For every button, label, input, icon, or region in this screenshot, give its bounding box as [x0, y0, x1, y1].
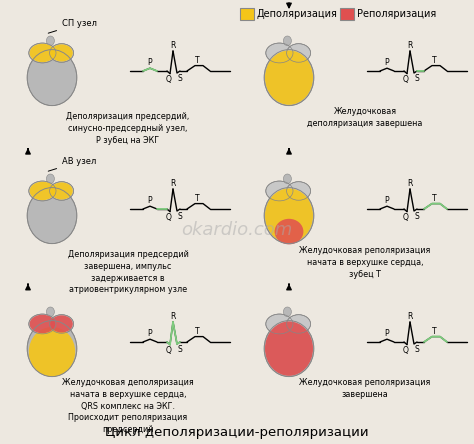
Ellipse shape	[27, 50, 77, 106]
Text: R: R	[170, 312, 176, 321]
Ellipse shape	[287, 182, 310, 200]
Text: okardio.com: okardio.com	[182, 221, 292, 239]
Text: T: T	[195, 194, 199, 202]
Text: P: P	[385, 329, 389, 338]
Text: Желудочковая
деполяризация завершена: Желудочковая деполяризация завершена	[307, 107, 423, 128]
Text: R: R	[407, 41, 413, 50]
Ellipse shape	[50, 44, 73, 62]
Text: Цикл деполяризации-реполяризации: Цикл деполяризации-реполяризации	[105, 425, 369, 439]
Text: R: R	[170, 179, 176, 188]
Text: S: S	[177, 212, 182, 221]
Ellipse shape	[266, 181, 293, 201]
Text: Деполяризация предсердий,
синусно-предсердный узел,
Р зубец на ЭКГ: Деполяризация предсердий, синусно-предсе…	[66, 112, 190, 145]
Text: S: S	[177, 345, 182, 354]
Text: S: S	[177, 74, 182, 83]
Text: S: S	[414, 212, 419, 221]
Ellipse shape	[29, 181, 56, 201]
Ellipse shape	[50, 182, 73, 200]
Text: T: T	[432, 194, 436, 202]
Text: P: P	[385, 59, 389, 67]
Text: Q: Q	[402, 213, 409, 222]
Ellipse shape	[287, 44, 310, 62]
Text: АВ узел: АВ узел	[48, 157, 96, 171]
Ellipse shape	[265, 51, 313, 105]
Ellipse shape	[29, 315, 55, 333]
Ellipse shape	[50, 182, 73, 200]
Ellipse shape	[27, 188, 77, 244]
Ellipse shape	[266, 314, 293, 334]
Ellipse shape	[46, 174, 55, 184]
Text: СП узел: СП узел	[48, 19, 97, 33]
Ellipse shape	[274, 219, 303, 244]
Text: T: T	[195, 56, 199, 64]
Text: S: S	[414, 74, 419, 83]
Ellipse shape	[265, 188, 313, 243]
Ellipse shape	[264, 50, 314, 106]
Ellipse shape	[29, 314, 56, 334]
Bar	[340, 8, 354, 20]
Text: Q: Q	[402, 345, 409, 355]
Ellipse shape	[46, 36, 55, 46]
Text: Деполяризация: Деполяризация	[257, 9, 338, 19]
Text: P: P	[148, 59, 152, 67]
Ellipse shape	[283, 174, 292, 184]
Ellipse shape	[29, 327, 75, 377]
Text: Желудочковая деполяризация
начата в верхушке сердца,
QRS комплекс на ЭКГ.
Происх: Желудочковая деполяризация начата в верх…	[62, 378, 194, 434]
Bar	[240, 8, 254, 20]
Ellipse shape	[264, 321, 314, 377]
Text: S: S	[414, 345, 419, 354]
Text: Q: Q	[165, 345, 172, 355]
Text: Реполяризация: Реполяризация	[357, 9, 436, 19]
Text: Желудочковая реполяризация
завершена: Желудочковая реполяризация завершена	[299, 378, 431, 399]
Ellipse shape	[29, 44, 55, 62]
Text: Q: Q	[165, 213, 172, 222]
Ellipse shape	[283, 36, 292, 46]
Ellipse shape	[50, 44, 73, 62]
Ellipse shape	[29, 43, 56, 63]
Text: Q: Q	[165, 75, 172, 83]
Ellipse shape	[287, 315, 310, 333]
Ellipse shape	[265, 321, 313, 376]
Text: Q: Q	[402, 75, 409, 83]
Text: R: R	[170, 41, 176, 50]
Text: R: R	[407, 179, 413, 188]
Text: Деполяризация предсердий
завершена, импульс
задерживается в
атриовентрикулярном : Деполяризация предсердий завершена, импу…	[68, 250, 189, 294]
Ellipse shape	[46, 307, 55, 317]
Text: R: R	[407, 312, 413, 321]
Ellipse shape	[266, 43, 293, 63]
Text: Желудочковая реполяризация
начата в верхушке сердца,
зубец Т: Желудочковая реполяризация начата в верх…	[299, 246, 431, 278]
Ellipse shape	[264, 188, 314, 244]
Ellipse shape	[283, 307, 292, 317]
Ellipse shape	[29, 182, 55, 200]
Text: P: P	[385, 196, 389, 206]
Ellipse shape	[27, 321, 77, 377]
Ellipse shape	[50, 315, 73, 333]
Text: T: T	[432, 56, 436, 64]
Text: T: T	[195, 327, 199, 336]
Text: P: P	[148, 196, 152, 206]
Text: T: T	[432, 327, 436, 336]
Ellipse shape	[50, 315, 73, 333]
Text: P: P	[148, 329, 152, 338]
